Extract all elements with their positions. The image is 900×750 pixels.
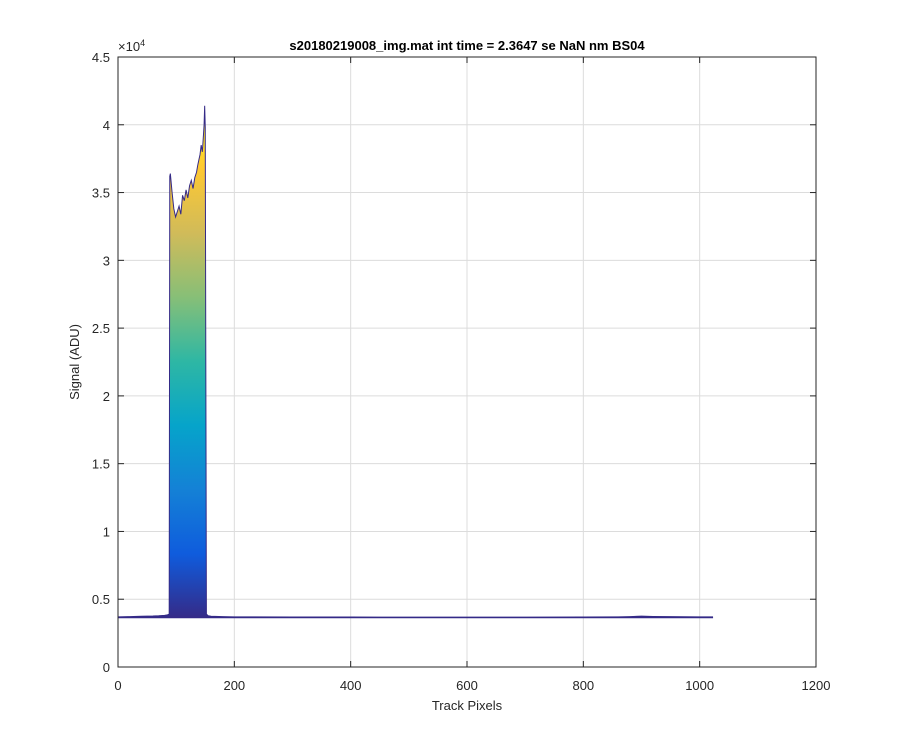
x-tick-label: 0 xyxy=(114,678,121,693)
x-tick-label: 1200 xyxy=(802,678,831,693)
y-tick-label: 1 xyxy=(103,524,110,539)
y-tick-label: 2 xyxy=(103,389,110,404)
x-tick-label: 1000 xyxy=(685,678,714,693)
y-axis-label: Signal (ADU) xyxy=(67,324,82,400)
y-tick-label: 0.5 xyxy=(92,592,110,607)
y-tick-label: 4 xyxy=(103,118,110,133)
y-tick-label: 0 xyxy=(103,660,110,675)
y-tick-label: 4.5 xyxy=(92,50,110,65)
y-tick-label: 3.5 xyxy=(92,186,110,201)
signal-baseline xyxy=(117,105,714,618)
tick-labels: 0 200 400 600 800 1000 1200 0 0.5 1 1.5 2 2.5 3 3.5 4 4.… xyxy=(92,50,831,693)
signal-area xyxy=(118,105,714,619)
y-tick-label: 3 xyxy=(103,253,110,268)
y-tick-label: 2.5 xyxy=(92,321,110,336)
y-exponent-label: ×104 xyxy=(118,38,145,54)
x-tick-label: 400 xyxy=(340,678,362,693)
chart-title: s20180219008_img.mat int time = 2.3647 s… xyxy=(289,38,645,53)
x-axis-label: Track Pixels xyxy=(432,698,503,713)
x-tick-label: 200 xyxy=(223,678,245,693)
x-tick-label: 800 xyxy=(572,678,594,693)
ticks xyxy=(117,56,817,668)
x-tick-label: 600 xyxy=(456,678,478,693)
y-tick-label: 1.5 xyxy=(92,457,110,472)
